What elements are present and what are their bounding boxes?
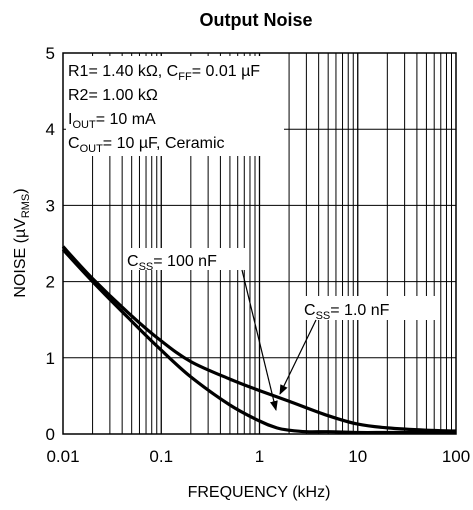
- condition-line: COUT= 10 µF, Ceramic: [68, 135, 225, 155]
- x-tick-label: 100: [442, 447, 470, 466]
- conditions-backdrop: [66, 56, 284, 156]
- annotation-backdrop: [301, 296, 436, 320]
- y-tick-label: 0: [46, 425, 55, 444]
- y-tick-labels: 0 1 2 3 4 5: [46, 44, 55, 444]
- chart-title: Output Noise: [200, 10, 313, 30]
- annotation-backdrop: [124, 248, 249, 270]
- x-tick-label: 0.01: [46, 447, 79, 466]
- annotation-arrow: [279, 319, 317, 395]
- annotation-arrow: [241, 269, 278, 411]
- x-tick-label: 1: [255, 447, 264, 466]
- test-conditions: R1= 1.40 kΩ, CFF= 0.01 µF R2= 1.00 kΩ IOUT…: [66, 56, 284, 156]
- plot-frame: [62, 52, 457, 435]
- x-tick-labels: 0.01 0.1 1 10 100: [46, 447, 470, 466]
- y-tick-label: 2: [46, 273, 55, 292]
- condition-line: R2= 1.00 kΩ: [68, 87, 158, 104]
- y-tick-label: 1: [46, 349, 55, 368]
- condition-line: IOUT= 10 mA: [68, 111, 156, 131]
- x-tick-label: 10: [348, 447, 367, 466]
- x-axis-label: FREQUENCY (kHz): [188, 484, 331, 501]
- series-line-1: [61, 248, 456, 435]
- series-label-1: CSS= 100 nF: [127, 253, 217, 273]
- condition-line: R1= 1.40 kΩ, CFF= 0.01 µF: [68, 63, 260, 83]
- y-axis-label: NOISE (µVRMS): [12, 188, 32, 297]
- y-tick-label: 4: [46, 120, 55, 139]
- x-tick-label: 0.1: [149, 447, 173, 466]
- y-tick-label: 3: [46, 196, 55, 215]
- series-label-2: CSS= 1.0 nF: [304, 302, 390, 322]
- curves: [61, 245, 457, 435]
- series-annotations: CSS= 100 nF CSS= 1.0 nF: [124, 248, 436, 411]
- series-line-2: [61, 245, 457, 433]
- y-tick-label: 5: [46, 44, 55, 63]
